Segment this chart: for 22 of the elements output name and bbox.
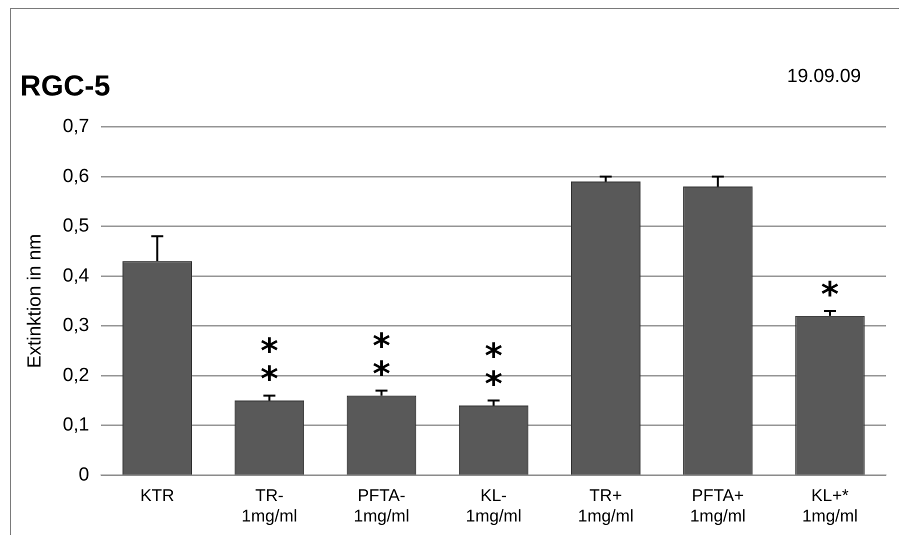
text: 19.09.09 [787,66,861,88]
annotation: * [821,274,840,315]
y-tick-label: 0,1 [62,414,90,436]
x-tick-label: TR- 1mg/ml [242,486,298,526]
y-tick-label: 0,3 [62,315,90,336]
annotation: * * [484,336,503,404]
annotation: * * [260,331,278,400]
y-tick-label: 0,6 [62,166,90,187]
x-tick-label: TR+ 1mg/ml [578,486,634,526]
y-axis-title: Extinktion in nm [24,234,46,368]
y-tick-label: 0,7 [62,116,90,138]
y-tick-label: 0,2 [62,364,90,386]
x-tick-label: PFTA- 1mg/ml [354,486,410,526]
x-tick-label: PFTA+ 1mg/ml [690,486,746,526]
x-tick-label: KL+* 1mg/ml [802,486,858,526]
x-tick-label: KTR [140,486,174,506]
y-tick-label: 0 [78,464,90,486]
annotation: * * [372,326,391,394]
chart-title: RGC-5 [20,70,110,102]
y-tick-label: 0,5 [62,216,90,237]
y-tick-label: 0,4 [62,265,90,286]
x-tick-label: KL- 1mg/ml [466,486,522,526]
